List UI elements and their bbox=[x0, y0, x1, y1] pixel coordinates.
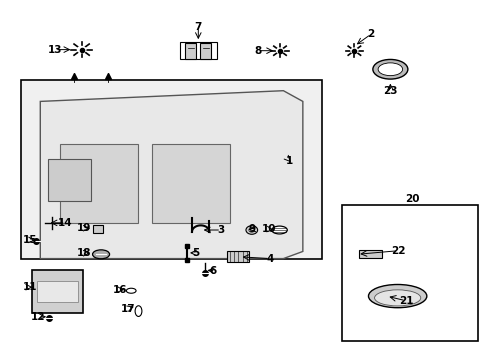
Text: 10: 10 bbox=[261, 224, 276, 234]
Bar bbox=[152, 144, 229, 223]
Text: 8: 8 bbox=[254, 46, 261, 56]
Text: 1: 1 bbox=[285, 156, 293, 166]
Text: 16: 16 bbox=[113, 285, 127, 295]
Text: 18: 18 bbox=[77, 248, 92, 258]
Ellipse shape bbox=[377, 63, 402, 76]
Circle shape bbox=[248, 228, 254, 232]
Ellipse shape bbox=[374, 290, 420, 306]
Ellipse shape bbox=[372, 59, 407, 79]
Bar bbox=[21, 80, 322, 258]
Polygon shape bbox=[40, 91, 302, 258]
Bar bbox=[32, 270, 82, 313]
Text: 19: 19 bbox=[77, 223, 91, 233]
Text: 22: 22 bbox=[390, 246, 405, 256]
Ellipse shape bbox=[271, 226, 287, 234]
Bar bbox=[37, 281, 78, 302]
Text: 4: 4 bbox=[265, 253, 273, 264]
Text: 6: 6 bbox=[209, 266, 217, 276]
Text: 14: 14 bbox=[58, 218, 73, 228]
Bar bbox=[47, 158, 91, 202]
Text: 7: 7 bbox=[194, 22, 202, 32]
Bar bbox=[93, 225, 103, 233]
Text: 9: 9 bbox=[248, 224, 255, 234]
Circle shape bbox=[350, 48, 357, 53]
Text: 20: 20 bbox=[404, 194, 419, 203]
Text: 15: 15 bbox=[22, 235, 37, 245]
Ellipse shape bbox=[126, 288, 136, 293]
Text: 12: 12 bbox=[31, 312, 45, 322]
Text: 2: 2 bbox=[366, 29, 374, 39]
Circle shape bbox=[245, 226, 257, 234]
Bar bbox=[227, 251, 249, 262]
Text: 17: 17 bbox=[120, 303, 135, 314]
Text: 5: 5 bbox=[192, 248, 199, 258]
Bar bbox=[180, 42, 216, 59]
Bar bbox=[60, 144, 137, 223]
Ellipse shape bbox=[92, 250, 109, 259]
Bar bbox=[341, 205, 477, 341]
Text: 21: 21 bbox=[398, 296, 412, 306]
Text: 11: 11 bbox=[22, 282, 37, 292]
Ellipse shape bbox=[368, 284, 426, 308]
Text: 23: 23 bbox=[382, 86, 397, 96]
Text: 3: 3 bbox=[217, 225, 224, 235]
Circle shape bbox=[77, 46, 86, 53]
Circle shape bbox=[276, 48, 283, 53]
Polygon shape bbox=[200, 43, 211, 59]
Polygon shape bbox=[185, 43, 196, 59]
Text: 13: 13 bbox=[47, 45, 62, 55]
Bar bbox=[358, 249, 381, 257]
Ellipse shape bbox=[135, 306, 142, 316]
